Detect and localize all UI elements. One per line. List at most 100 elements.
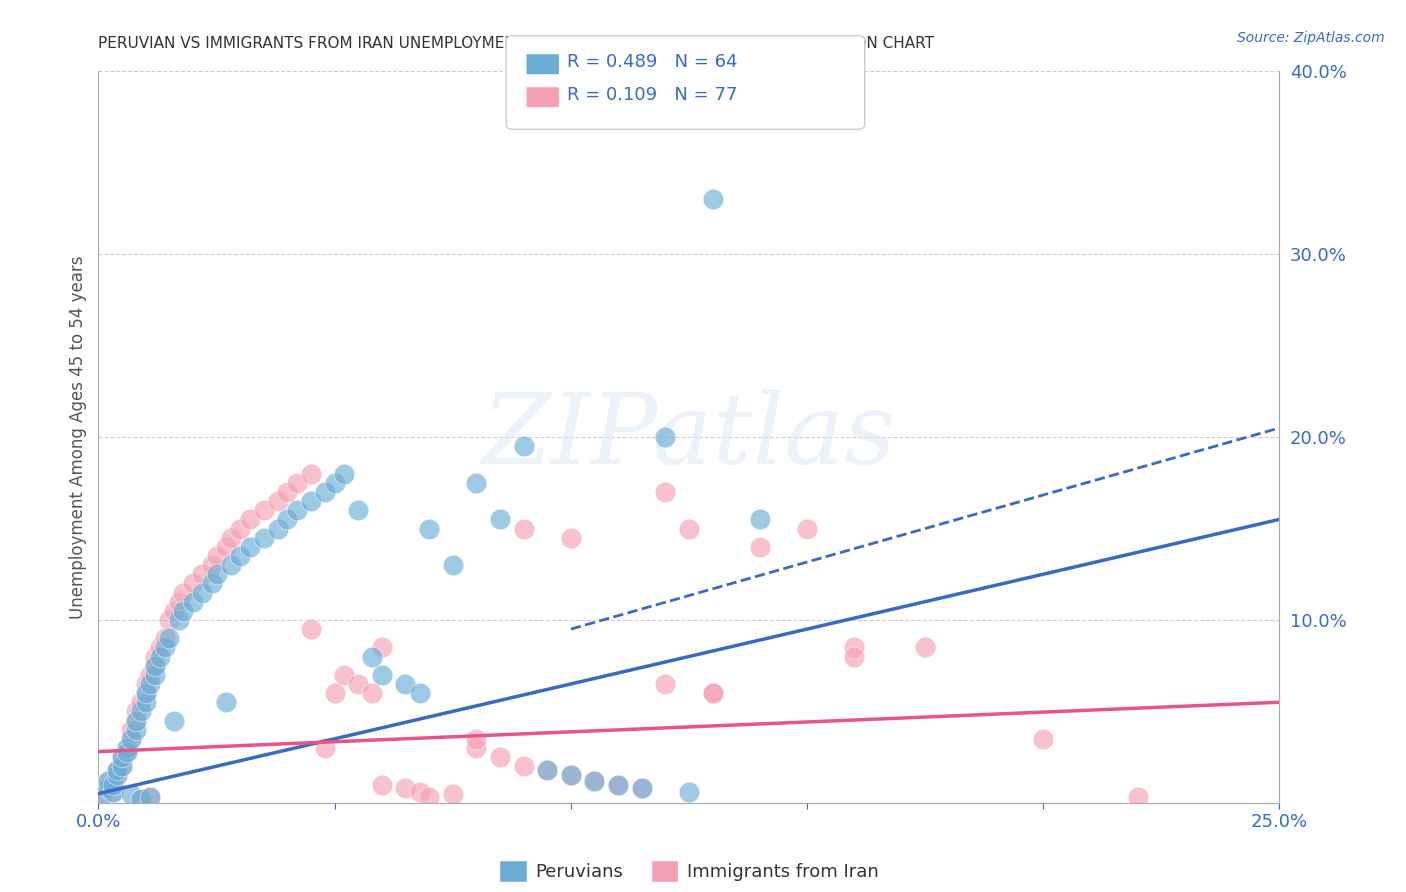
Peruvians bbox=[323, 475, 346, 490]
Peruvians bbox=[229, 549, 252, 563]
Y-axis label: Unemployment Among Ages 45 to 54 years: Unemployment Among Ages 45 to 54 years bbox=[69, 255, 87, 619]
Immigrants from Iran bbox=[91, 787, 114, 801]
Immigrants from Iran bbox=[111, 759, 134, 773]
Immigrants from Iran bbox=[536, 763, 558, 777]
Immigrants from Iran bbox=[253, 503, 276, 517]
Immigrants from Iran bbox=[181, 576, 204, 591]
Text: ZIPatlas: ZIPatlas bbox=[482, 390, 896, 484]
Immigrants from Iran bbox=[371, 777, 394, 792]
Immigrants from Iran bbox=[702, 686, 724, 700]
Immigrants from Iran bbox=[1032, 731, 1054, 746]
Immigrants from Iran bbox=[167, 594, 190, 608]
Peruvians bbox=[201, 576, 224, 591]
Text: R = 0.489   N = 64: R = 0.489 N = 64 bbox=[567, 54, 737, 71]
Peruvians bbox=[361, 649, 384, 664]
Immigrants from Iran bbox=[489, 750, 512, 764]
Immigrants from Iran bbox=[129, 792, 152, 806]
Immigrants from Iran bbox=[844, 640, 866, 655]
Peruvians bbox=[101, 785, 124, 799]
Immigrants from Iran bbox=[560, 531, 582, 545]
Peruvians bbox=[408, 686, 430, 700]
Peruvians bbox=[97, 781, 120, 796]
Immigrants from Iran bbox=[299, 622, 322, 636]
Immigrants from Iran bbox=[560, 768, 582, 782]
Immigrants from Iran bbox=[361, 686, 384, 700]
Immigrants from Iran bbox=[135, 686, 157, 700]
Immigrants from Iran bbox=[143, 649, 166, 664]
Immigrants from Iran bbox=[371, 640, 394, 655]
Peruvians bbox=[135, 686, 157, 700]
Peruvians bbox=[441, 558, 464, 573]
Immigrants from Iran bbox=[267, 494, 290, 508]
Immigrants from Iran bbox=[105, 763, 128, 777]
Immigrants from Iran bbox=[1126, 790, 1149, 805]
Immigrants from Iran bbox=[139, 790, 162, 805]
Peruvians bbox=[143, 667, 166, 681]
Peruvians bbox=[536, 763, 558, 777]
Peruvians bbox=[607, 777, 630, 792]
Immigrants from Iran bbox=[215, 540, 238, 554]
Immigrants from Iran bbox=[201, 558, 224, 573]
Immigrants from Iran bbox=[153, 632, 176, 646]
Peruvians bbox=[121, 731, 143, 746]
Immigrants from Iran bbox=[748, 540, 770, 554]
Peruvians bbox=[205, 567, 228, 582]
Peruvians bbox=[276, 512, 298, 526]
Immigrants from Iran bbox=[163, 604, 186, 618]
Peruvians bbox=[143, 658, 166, 673]
Immigrants from Iran bbox=[583, 773, 606, 788]
Immigrants from Iran bbox=[465, 731, 488, 746]
Peruvians bbox=[512, 439, 534, 453]
Peruvians bbox=[111, 750, 134, 764]
Peruvians bbox=[299, 494, 322, 508]
Immigrants from Iran bbox=[285, 475, 308, 490]
Peruvians bbox=[239, 540, 262, 554]
Peruvians bbox=[125, 714, 148, 728]
Immigrants from Iran bbox=[125, 714, 148, 728]
Immigrants from Iran bbox=[111, 750, 134, 764]
Immigrants from Iran bbox=[121, 723, 143, 737]
Immigrants from Iran bbox=[101, 785, 124, 799]
Immigrants from Iran bbox=[914, 640, 936, 655]
Peruvians bbox=[111, 759, 134, 773]
Peruvians bbox=[418, 521, 440, 535]
Immigrants from Iran bbox=[512, 521, 534, 535]
Immigrants from Iran bbox=[229, 521, 252, 535]
Immigrants from Iran bbox=[129, 695, 152, 709]
Peruvians bbox=[153, 640, 176, 655]
Immigrants from Iran bbox=[115, 745, 138, 759]
Immigrants from Iran bbox=[314, 740, 336, 755]
Immigrants from Iran bbox=[418, 790, 440, 805]
Immigrants from Iran bbox=[607, 777, 630, 792]
Peruvians bbox=[253, 531, 276, 545]
Peruvians bbox=[121, 787, 143, 801]
Peruvians bbox=[748, 512, 770, 526]
Immigrants from Iran bbox=[139, 667, 162, 681]
Immigrants from Iran bbox=[191, 567, 214, 582]
Text: Source: ZipAtlas.com: Source: ZipAtlas.com bbox=[1237, 31, 1385, 45]
Immigrants from Iran bbox=[654, 485, 676, 500]
Immigrants from Iran bbox=[323, 686, 346, 700]
Immigrants from Iran bbox=[157, 613, 180, 627]
Immigrants from Iran bbox=[347, 677, 370, 691]
Peruvians bbox=[105, 768, 128, 782]
Immigrants from Iran bbox=[205, 549, 228, 563]
Immigrants from Iran bbox=[394, 781, 416, 796]
Peruvians bbox=[101, 777, 124, 792]
Immigrants from Iran bbox=[441, 787, 464, 801]
Immigrants from Iran bbox=[796, 521, 818, 535]
Immigrants from Iran bbox=[172, 585, 194, 599]
Immigrants from Iran bbox=[333, 667, 356, 681]
Immigrants from Iran bbox=[465, 740, 488, 755]
Peruvians bbox=[215, 695, 238, 709]
Immigrants from Iran bbox=[408, 785, 430, 799]
Peruvians bbox=[285, 503, 308, 517]
Immigrants from Iran bbox=[512, 759, 534, 773]
Peruvians bbox=[139, 790, 162, 805]
Peruvians bbox=[191, 585, 214, 599]
Immigrants from Iran bbox=[630, 781, 652, 796]
Peruvians bbox=[167, 613, 190, 627]
Peruvians bbox=[267, 521, 290, 535]
Immigrants from Iran bbox=[219, 531, 242, 545]
Immigrants from Iran bbox=[239, 512, 262, 526]
